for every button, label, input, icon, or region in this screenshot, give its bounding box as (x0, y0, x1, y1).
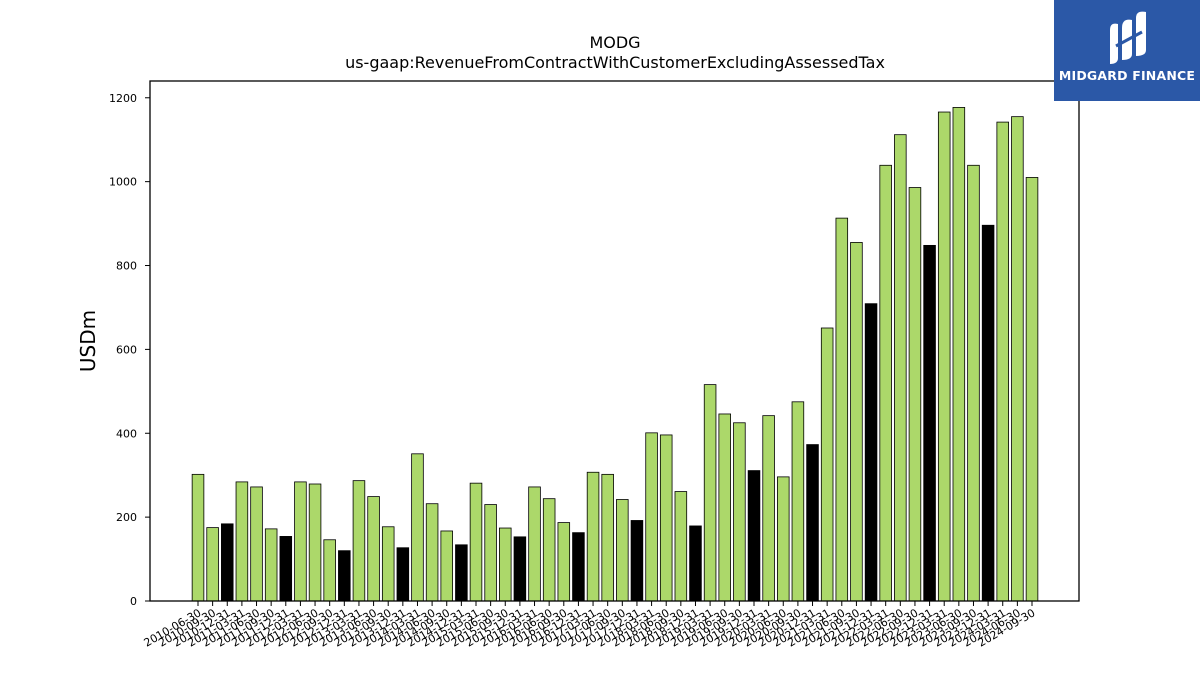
bar-2020-03-31 (762, 415, 775, 602)
bar-2024-03-31 (996, 121, 1009, 602)
bar-2016-03-31 (528, 486, 541, 602)
bar-2019-12-31 (747, 470, 761, 602)
bar-2016-06-30 (542, 498, 556, 602)
bar-2021-12-31 (864, 303, 878, 602)
bar-2021-06-30 (835, 217, 849, 602)
bar-2022-03-31 (879, 164, 892, 602)
bar-2013-03-31 (352, 480, 366, 602)
bar-series (191, 107, 1039, 602)
y-tick-label: 1200 (109, 92, 137, 105)
bar-2012-06-30 (308, 483, 322, 602)
bar-2011-09-30 (264, 528, 278, 602)
bar-2020-09-30 (791, 401, 805, 602)
bar-2015-03-31 (469, 482, 483, 602)
x-axis-ticks: 2010-06-302010-09-302010-12-312011-03-31… (142, 601, 1038, 650)
bar-2021-09-30 (850, 242, 863, 602)
bar-2022-12-31 (923, 244, 936, 602)
bar-2010-06-30 (191, 473, 205, 602)
bar-2014-03-31 (411, 453, 424, 602)
bar-2015-06-30 (484, 504, 497, 602)
bar-2023-06-30 (952, 107, 966, 602)
y-tick-label: 200 (116, 511, 137, 524)
y-tick-label: 600 (116, 343, 137, 356)
logo-mark-icon (1110, 11, 1146, 65)
bar-2015-09-30 (499, 527, 512, 602)
bar-2017-03-31 (586, 471, 600, 602)
bar-2023-12-31 (981, 224, 995, 602)
bar-2010-09-30 (206, 527, 219, 602)
bar-2011-12-31 (279, 536, 293, 602)
bar-2012-03-31 (294, 481, 307, 602)
bar-2014-12-31 (455, 544, 468, 602)
bar-2019-06-30 (718, 413, 731, 602)
logo-text: MIDGARD FINANCE (1058, 68, 1196, 83)
bar-2024-06-30 (1011, 116, 1024, 602)
bar-2013-12-31 (396, 547, 410, 602)
bar-2018-12-31 (689, 525, 702, 602)
bar-2010-12-31 (221, 523, 234, 602)
midgard-finance-logo: MIDGARD FINANCE (1054, 0, 1200, 101)
bar-2020-12-31 (806, 444, 819, 602)
bar-2018-03-31 (645, 432, 658, 602)
chart-subtitle: us-gaap:RevenueFromContractWithCustomerE… (345, 53, 885, 72)
bar-2017-09-30 (616, 499, 629, 602)
bar-2017-06-30 (601, 473, 614, 602)
bar-2022-09-30 (908, 187, 922, 602)
bar-2016-12-31 (572, 532, 585, 602)
bar-2012-09-30 (323, 539, 336, 602)
bar-2014-06-30 (425, 503, 439, 602)
chart-title: MODG (589, 33, 640, 52)
bar-2019-03-31 (703, 384, 717, 602)
y-axis-ticks: 0 200 400 600 800 1000 1200 (109, 92, 150, 608)
bar-2020-06-30 (777, 476, 790, 602)
y-tick-label: 0 (130, 595, 137, 608)
bar-2012-12-31 (338, 550, 351, 602)
bar-2011-06-30 (250, 486, 263, 602)
bar-2013-09-30 (381, 526, 395, 602)
bar-2016-09-30 (557, 522, 571, 602)
plot-frame (149, 80, 1080, 602)
bar-2022-06-30 (894, 134, 907, 602)
bar-2013-06-30 (367, 496, 380, 602)
bar-2023-03-31 (937, 111, 951, 602)
bar-2024-09-30 (1025, 177, 1039, 602)
bar-2019-09-30 (733, 422, 746, 602)
bar-2011-03-31 (235, 481, 249, 602)
bar-2018-06-30 (659, 434, 673, 602)
y-tick-label: 1000 (109, 176, 137, 189)
y-tick-label: 800 (116, 260, 137, 273)
bar-2021-03-31 (820, 327, 834, 602)
bar-2018-09-30 (674, 491, 688, 602)
bar-2015-12-31 (513, 536, 527, 602)
bar-2014-09-30 (440, 530, 453, 602)
bar-2023-09-30 (967, 164, 980, 602)
y-tick-label: 400 (116, 427, 137, 440)
y-axis-label: USDm (76, 310, 100, 372)
bar-2017-12-31 (630, 520, 644, 602)
